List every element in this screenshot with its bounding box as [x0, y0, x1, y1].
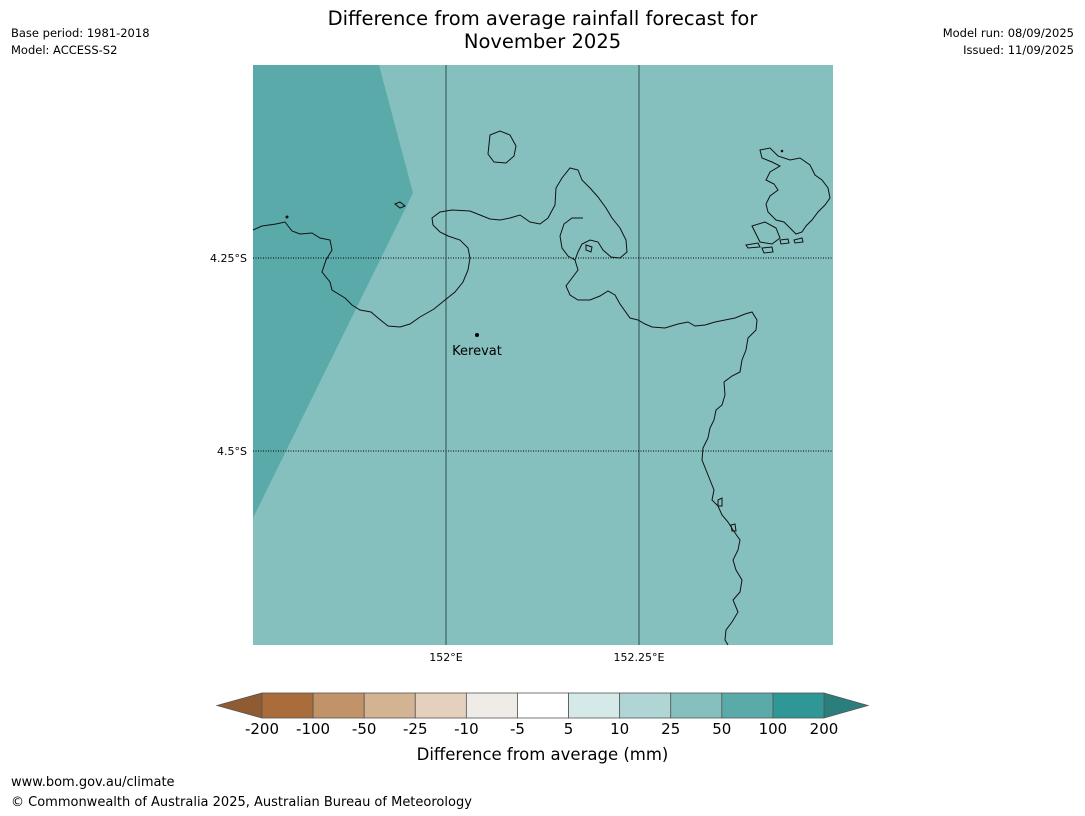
kerevat-label: Kerevat [452, 344, 502, 359]
colorbar-segment [568, 692, 621, 719]
lat-tick-4-25: 4.25°S [210, 252, 247, 265]
colorbar-segment [414, 692, 467, 719]
coastline-islands-ne [759, 147, 831, 235]
chart-title: Difference from average rainfall forecas… [0, 7, 1085, 53]
meta-right: Model run: 08/09/2025 Issued: 11/09/2025 [943, 25, 1074, 59]
colorbar-segment [312, 692, 365, 719]
colorbar-segment [261, 692, 314, 719]
coastline-islet-west [394, 201, 406, 209]
colorbar-extend-high [823, 692, 870, 719]
colorbar-tick-label: 50 [712, 720, 732, 738]
title-line-1: Difference from average rainfall forecas… [327, 7, 758, 30]
colorbar-segment [619, 692, 672, 719]
colorbar-segment [670, 692, 723, 719]
colorbar-label: Difference from average (mm) [416, 745, 669, 764]
colorbar-tick-label: -5 [509, 720, 525, 738]
coastline-islet-s2 [730, 523, 737, 532]
coastline-islet-e1 [745, 242, 761, 249]
colorbar-tick-label: -200 [244, 720, 280, 738]
colorbar-tick-label: 5 [563, 720, 574, 738]
coastline-islands-se [751, 221, 781, 245]
colorbar-segment [363, 692, 416, 719]
colorbar-tick-label: -10 [454, 720, 479, 738]
footer-copyright: © Commonwealth of Australia 2025, Austra… [11, 795, 472, 810]
islet-dot-ne [780, 149, 784, 153]
coastline-islet-north [487, 130, 517, 164]
colorbar-tick-label: -100 [296, 720, 331, 738]
footer-url[interactable]: www.bom.gov.au/climate [11, 775, 175, 790]
colorbar-extend-low [215, 692, 263, 719]
coastline-islet-bay [585, 244, 593, 253]
coastline-islet-s1 [717, 497, 723, 507]
coastline-islet-e2 [761, 246, 774, 254]
meta-left: Base period: 1981-2018 Model: ACCESS-S2 [11, 25, 150, 59]
coastline-islet-e3 [779, 238, 790, 245]
colorbar-tick-label: 200 [809, 720, 839, 738]
lon-tick-152: 152°E [429, 651, 462, 664]
lon-tick-152-25: 152.25°E [614, 651, 665, 664]
colorbar-segment [517, 692, 569, 719]
issued-text: Issued: 11/09/2025 [963, 43, 1074, 57]
kerevat-marker [475, 333, 479, 337]
colorbar-segment [465, 692, 518, 719]
title-line-2: November 2025 [463, 30, 622, 53]
colorbar-tick-label: 100 [758, 720, 788, 738]
coastline-main [252, 167, 758, 646]
model-run-text: Model run: 08/09/2025 [942, 26, 1074, 40]
colorbar-tick-label: 10 [610, 720, 630, 738]
model-text: Model: ACCESS-S2 [11, 43, 118, 57]
colorbar-tick-label: -25 [403, 720, 428, 738]
coastline-islet-e4 [793, 237, 804, 244]
coastline-peninsula [559, 217, 583, 261]
base-period-text: Base period: 1981-2018 [11, 26, 150, 40]
colorbar-tick-label: -50 [351, 720, 377, 738]
islet-dot-west [285, 215, 289, 219]
map-region-50-100 [253, 65, 413, 518]
lat-tick-4-5: 4.5°S [217, 445, 247, 458]
colorbar [215, 692, 870, 719]
colorbar-tick-label: 25 [661, 720, 681, 738]
colorbar-segment [772, 692, 825, 719]
coastlines [252, 130, 831, 646]
colorbar-segment [721, 692, 774, 719]
